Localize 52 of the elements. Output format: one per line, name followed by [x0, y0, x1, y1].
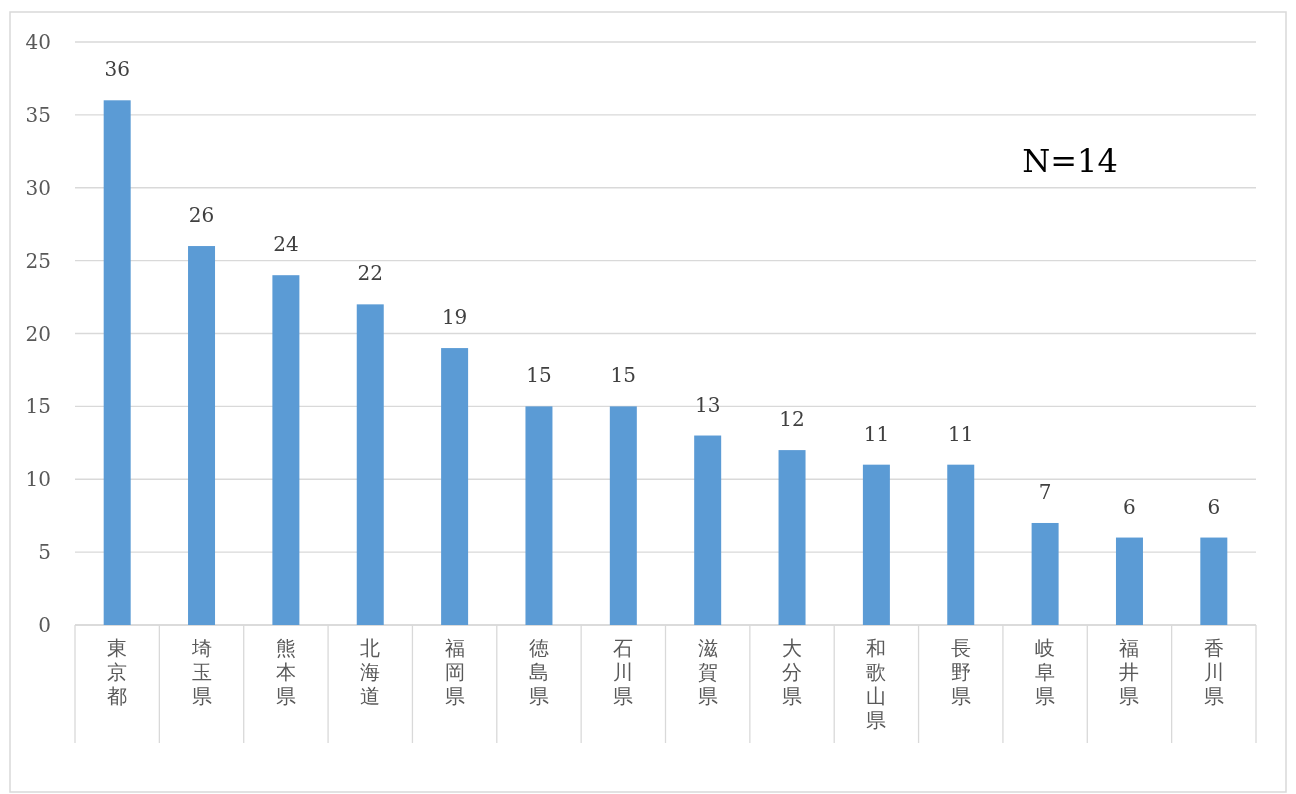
y-tick-label: 15: [25, 394, 51, 419]
bar: [778, 450, 806, 625]
data-label: 11: [948, 421, 974, 446]
y-tick-label: 20: [25, 321, 51, 346]
data-label: 36: [104, 57, 130, 82]
x-tick-label: 徳島県: [528, 636, 549, 708]
x-tick-label: 福岡県: [444, 636, 465, 708]
annotation: N=14: [1022, 142, 1118, 180]
data-label: 22: [357, 261, 383, 286]
data-label: 15: [526, 363, 552, 388]
bar: [609, 406, 637, 625]
bar: [947, 464, 975, 625]
bar: [103, 100, 131, 625]
bar: [1200, 537, 1228, 625]
data-label: 19: [441, 305, 468, 330]
x-tick-label: 香川県: [1203, 636, 1224, 708]
data-label: 6: [1123, 494, 1136, 519]
bar: [1031, 522, 1059, 625]
data-label: 13: [694, 392, 721, 417]
bar: [694, 435, 722, 625]
x-tick-label: 北海道: [360, 636, 381, 708]
y-tick-label: 25: [25, 248, 51, 273]
bar: [188, 246, 216, 625]
x-tick-label: 和歌山県: [866, 636, 887, 732]
y-tick-label: 35: [25, 102, 51, 127]
bar: [862, 464, 890, 625]
x-tick-label: 熊本県: [275, 636, 296, 708]
bar: [272, 275, 300, 625]
y-tick-label: 5: [38, 540, 51, 565]
x-tick-label: 石川県: [613, 636, 634, 708]
y-tick-label: 30: [25, 175, 51, 200]
data-label: 15: [610, 363, 637, 388]
x-tick-label: 長野県: [950, 636, 971, 708]
bar: [356, 304, 384, 625]
data-label: 12: [779, 407, 805, 432]
x-tick-label: 岐阜県: [1035, 636, 1056, 708]
data-label: 24: [273, 232, 299, 257]
bar: [441, 348, 469, 625]
y-tick-label: 0: [38, 613, 51, 637]
x-tick-label: 滋賀県: [697, 636, 718, 708]
y-tick-label: 10: [25, 467, 51, 492]
x-tick-label: 大分県: [782, 636, 803, 708]
data-label: 7: [1038, 479, 1052, 504]
x-tick-label: 福井県: [1119, 636, 1140, 708]
y-tick-label: 40: [25, 30, 51, 54]
bar: [1115, 537, 1143, 625]
data-label: 26: [188, 203, 215, 228]
bar: [525, 406, 553, 625]
x-tick-label: 東京都: [107, 636, 128, 708]
x-tick-label: 埼玉県: [190, 636, 212, 708]
data-label: 11: [863, 421, 890, 446]
data-label: 6: [1207, 494, 1221, 519]
